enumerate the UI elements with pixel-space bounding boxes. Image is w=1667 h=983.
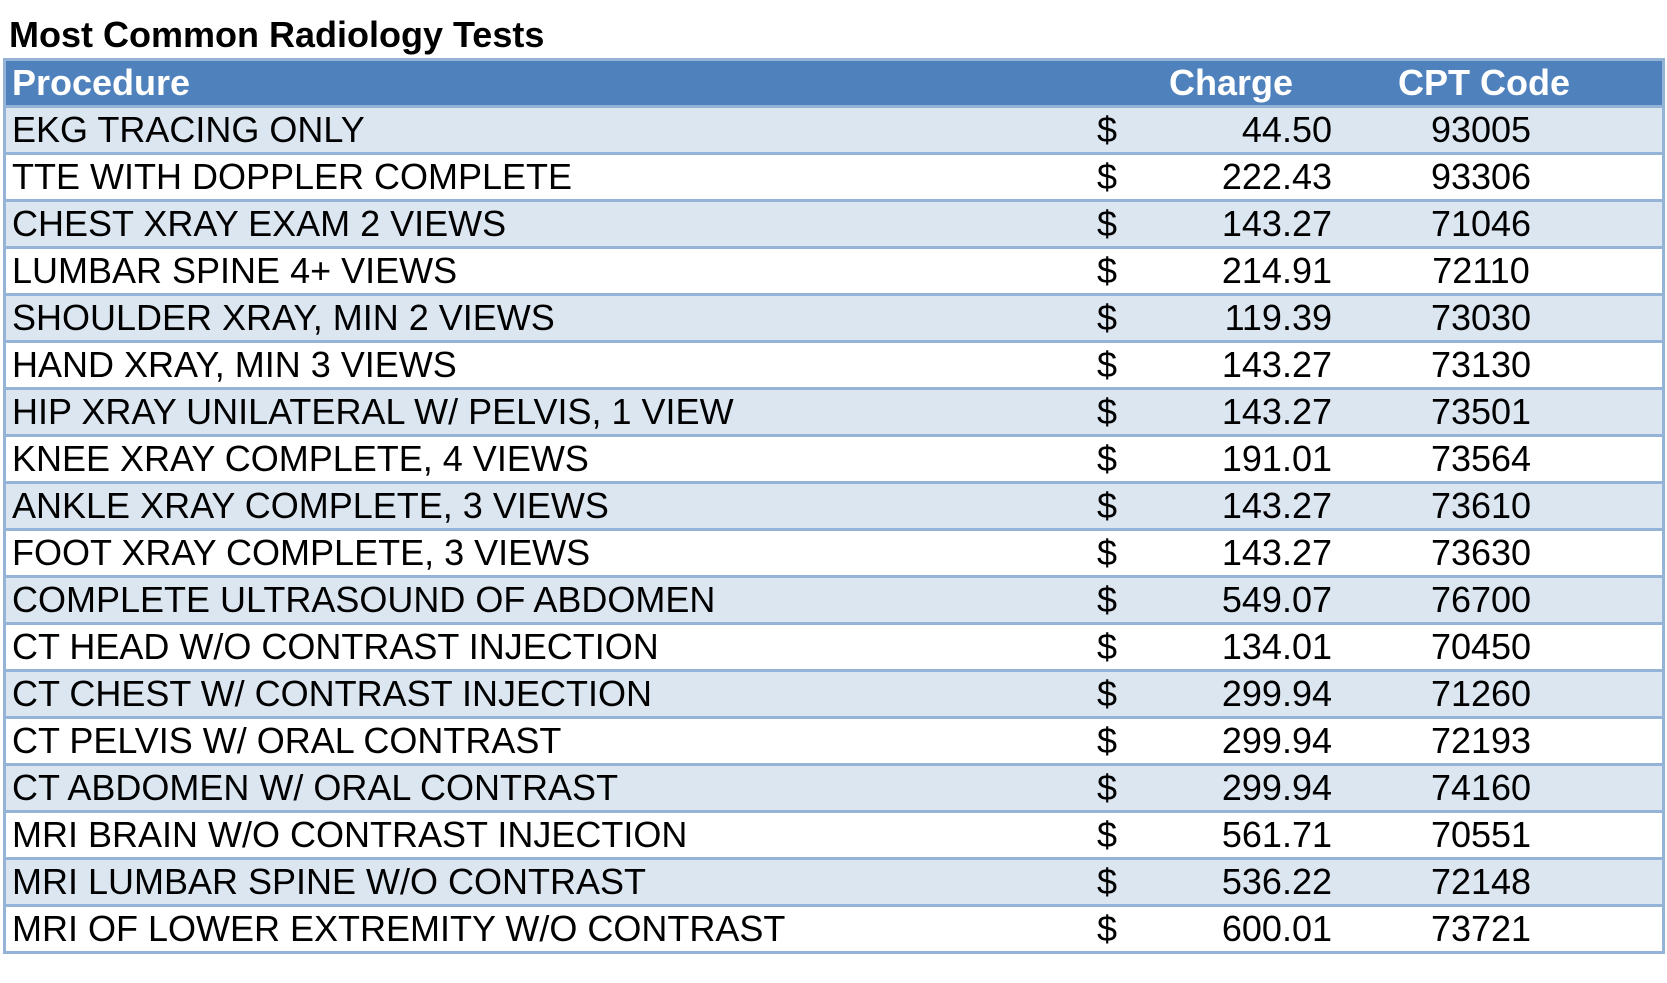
procedure-cell: FOOT XRAY COMPLETE, 3 VIEWS xyxy=(12,532,591,573)
procedure-cell: TTE WITH DOPPLER COMPLETE xyxy=(12,156,573,197)
table-row: HAND XRAY, MIN 3 VIEWS $143.27 73130 xyxy=(6,340,1662,387)
column-header-procedure: Procedure xyxy=(12,62,191,103)
cpt-code-cell: 74160 xyxy=(1430,767,1532,808)
table-row: FOOT XRAY COMPLETE, 3 VIEWS $143.27 73630 xyxy=(6,528,1662,575)
procedure-cell: ANKLE XRAY COMPLETE, 3 VIEWS xyxy=(12,485,609,526)
cpt-code-cell: 93005 xyxy=(1430,109,1532,150)
table-row: EKG TRACING ONLY $44.50 93005 xyxy=(6,105,1662,152)
charge-cell: 549.07 xyxy=(1221,579,1332,620)
charge-cell: 299.94 xyxy=(1221,767,1332,808)
charge-cell: 143.27 xyxy=(1221,344,1332,385)
charge-cell: 536.22 xyxy=(1221,861,1332,902)
cpt-code-cell: 73630 xyxy=(1430,532,1532,573)
cpt-code-cell: 71260 xyxy=(1430,673,1532,714)
page-title: Most Common Radiology Tests xyxy=(9,14,545,55)
procedure-cell: KNEE XRAY COMPLETE, 4 VIEWS xyxy=(12,438,589,479)
cpt-code-cell: 71046 xyxy=(1430,203,1532,244)
table-row: CT PELVIS W/ ORAL CONTRAST $299.94 72193 xyxy=(6,716,1662,763)
procedure-cell: MRI BRAIN W/O CONTRAST INJECTION xyxy=(12,814,688,855)
table-row: LUMBAR SPINE 4+ VIEWS $214.91 72110 xyxy=(6,246,1662,293)
currency-symbol: $ xyxy=(1096,438,1118,479)
table-header-row: Procedure Charge CPT Code xyxy=(6,61,1662,105)
charge-cell: 119.39 xyxy=(1224,297,1332,338)
charge-cell: 134.01 xyxy=(1221,626,1332,667)
table-row: HIP XRAY UNILATERAL W/ PELVIS, 1 VIEW $14… xyxy=(6,387,1662,434)
currency-symbol: $ xyxy=(1096,673,1118,714)
cpt-code-cell: 70551 xyxy=(1430,814,1532,855)
table-row: CT CHEST W/ CONTRAST INJECTION $299.94 712… xyxy=(6,669,1662,716)
procedure-cell: CT PELVIS W/ ORAL CONTRAST xyxy=(12,720,562,761)
table-row: TTE WITH DOPPLER COMPLETE $222.43 93306 xyxy=(6,152,1662,199)
procedure-cell: LUMBAR SPINE 4+ VIEWS xyxy=(12,250,458,291)
currency-symbol: $ xyxy=(1096,814,1118,855)
radiology-tests-table: Procedure Charge CPT Code EKG TRACING ON… xyxy=(3,58,1665,954)
procedure-cell: CT CHEST W/ CONTRAST INJECTION xyxy=(12,673,653,714)
charge-cell: 299.94 xyxy=(1221,720,1332,761)
charge-cell: 143.27 xyxy=(1221,485,1332,526)
charge-cell: 214.91 xyxy=(1221,250,1332,291)
cpt-code-cell: 72148 xyxy=(1430,861,1532,902)
cpt-code-cell: 73501 xyxy=(1430,391,1532,432)
cpt-code-cell: 76700 xyxy=(1430,579,1532,620)
cpt-code-cell: 73610 xyxy=(1430,485,1532,526)
currency-symbol: $ xyxy=(1096,626,1118,667)
column-header-cpt-code: CPT Code xyxy=(1397,62,1570,103)
table-row: COMPLETE ULTRASOUND OF ABDOMEN $549.07 767… xyxy=(6,575,1662,622)
currency-symbol: $ xyxy=(1096,579,1118,620)
currency-symbol: $ xyxy=(1096,485,1118,526)
cpt-code-cell: 73030 xyxy=(1430,297,1532,338)
charge-cell: 561.71 xyxy=(1221,814,1332,855)
currency-symbol: $ xyxy=(1096,344,1118,385)
currency-symbol: $ xyxy=(1096,908,1118,949)
currency-symbol: $ xyxy=(1096,720,1118,761)
charge-cell: 143.27 xyxy=(1221,391,1332,432)
table-row: MRI LUMBAR SPINE W/O CONTRAST $536.22 7214… xyxy=(6,857,1662,904)
column-header-charge: Charge xyxy=(1168,62,1294,103)
currency-symbol: $ xyxy=(1096,250,1118,291)
cpt-code-cell: 70450 xyxy=(1430,626,1532,667)
table-row: CHEST XRAY EXAM 2 VIEWS $143.27 71046 xyxy=(6,199,1662,246)
procedure-cell: CHEST XRAY EXAM 2 VIEWS xyxy=(12,203,507,244)
table-row: CT HEAD W/O CONTRAST INJECTION $134.01 704… xyxy=(6,622,1662,669)
charge-cell: 600.01 xyxy=(1221,908,1332,949)
currency-symbol: $ xyxy=(1096,861,1118,902)
charge-cell: 222.43 xyxy=(1221,156,1332,197)
procedure-cell: HAND XRAY, MIN 3 VIEWS xyxy=(12,344,457,385)
charge-cell: 191.01 xyxy=(1221,438,1332,479)
table-row: MRI BRAIN W/O CONTRAST INJECTION $561.71 7… xyxy=(6,810,1662,857)
currency-symbol: $ xyxy=(1096,297,1118,338)
charge-cell: 44.50 xyxy=(1241,109,1332,150)
cpt-code-cell: 72110 xyxy=(1432,250,1530,291)
currency-symbol: $ xyxy=(1096,203,1118,244)
procedure-cell: SHOULDER XRAY, MIN 2 VIEWS xyxy=(12,297,555,338)
table-row: SHOULDER XRAY, MIN 2 VIEWS $119.39 73030 xyxy=(6,293,1662,340)
charge-cell: 143.27 xyxy=(1221,203,1332,244)
procedure-cell: CT ABDOMEN W/ ORAL CONTRAST xyxy=(12,767,619,808)
currency-symbol: $ xyxy=(1096,156,1118,197)
charge-cell: 143.27 xyxy=(1221,532,1332,573)
table-body: EKG TRACING ONLY $44.50 93005 TTE WITH DOPP… xyxy=(6,105,1662,951)
table-row: MRI OF LOWER EXTREMITY W/O CONTRAST $600.… xyxy=(6,904,1662,951)
procedure-cell: COMPLETE ULTRASOUND OF ABDOMEN xyxy=(12,579,716,620)
cpt-code-cell: 73130 xyxy=(1430,344,1532,385)
table-row: KNEE XRAY COMPLETE, 4 VIEWS $191.01 73564 xyxy=(6,434,1662,481)
procedure-cell: CT HEAD W/O CONTRAST INJECTION xyxy=(12,626,659,667)
cpt-code-cell: 73721 xyxy=(1430,908,1532,949)
currency-symbol: $ xyxy=(1096,109,1118,150)
cpt-code-cell: 72193 xyxy=(1430,720,1532,761)
charge-cell: 299.94 xyxy=(1221,673,1332,714)
procedure-cell: MRI LUMBAR SPINE W/O CONTRAST xyxy=(12,861,647,902)
procedure-cell: EKG TRACING ONLY xyxy=(12,109,365,150)
table-row: ANKLE XRAY COMPLETE, 3 VIEWS $143.27 73610 xyxy=(6,481,1662,528)
currency-symbol: $ xyxy=(1096,391,1118,432)
cpt-code-cell: 93306 xyxy=(1430,156,1532,197)
currency-symbol: $ xyxy=(1096,767,1118,808)
procedure-cell: HIP XRAY UNILATERAL W/ PELVIS, 1 VIEW xyxy=(12,391,734,432)
currency-symbol: $ xyxy=(1096,532,1118,573)
table-row: CT ABDOMEN W/ ORAL CONTRAST $299.94 74160 xyxy=(6,763,1662,810)
cpt-code-cell: 73564 xyxy=(1430,438,1532,479)
procedure-cell: MRI OF LOWER EXTREMITY W/O CONTRAST xyxy=(12,908,786,949)
